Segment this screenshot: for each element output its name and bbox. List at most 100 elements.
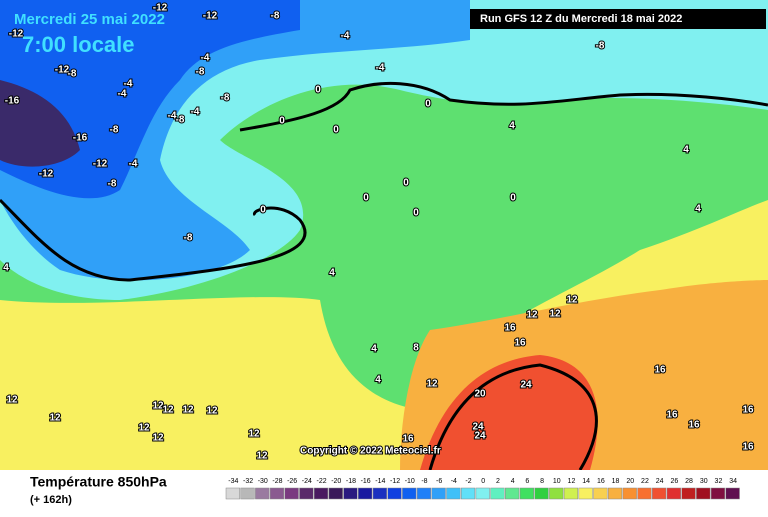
contour-label: 8	[413, 343, 419, 354]
legend-label: -24	[302, 478, 312, 485]
contour-label: 12	[549, 309, 561, 320]
legend-swatch	[284, 487, 299, 500]
contour-label: -12	[203, 11, 218, 22]
legend-swatch	[372, 487, 387, 500]
legend-swatch	[269, 487, 285, 500]
contour-label: -12	[153, 3, 168, 14]
legend-swatch	[578, 487, 593, 500]
legend-swatch	[652, 487, 667, 500]
contour-label: -16	[73, 133, 88, 144]
legend-label: 8	[540, 478, 544, 485]
legend-label: 26	[670, 478, 678, 485]
legend-swatch	[710, 487, 726, 500]
legend-label: -22	[316, 478, 326, 485]
legend-swatch	[313, 487, 329, 500]
zero-contour	[0, 82, 768, 282]
legend-label: -10	[405, 478, 415, 485]
contour-label: -4	[129, 159, 138, 170]
legend-label: -34	[228, 478, 238, 485]
legend-label: -30	[258, 478, 268, 485]
contour-label: 4	[3, 263, 9, 274]
lead-time: (+ 162h)	[30, 494, 72, 506]
legend-label: -28	[272, 478, 282, 485]
contour-label: -8	[196, 67, 205, 78]
contour-label: 16	[688, 420, 700, 431]
contour-label: -4	[341, 31, 350, 42]
contour-label: -4	[168, 111, 177, 122]
contour-label: 0	[363, 193, 369, 204]
legend-label: 6	[525, 478, 529, 485]
contour-label: -8	[184, 233, 193, 244]
legend-swatch	[475, 487, 490, 500]
contour-label: 12	[426, 379, 438, 390]
legend-swatch	[607, 487, 623, 500]
contour-label: -8	[221, 93, 230, 104]
contour-label: -12	[39, 169, 54, 180]
contour-label: -4	[118, 89, 127, 100]
contour-label: 12	[206, 406, 218, 417]
contour-label: 16	[654, 365, 666, 376]
run-box	[470, 9, 766, 29]
contour-label: 16	[742, 442, 754, 453]
contour-label: 4	[509, 121, 515, 132]
very-cold-zone	[0, 80, 80, 167]
legend-label: -20	[331, 478, 341, 485]
legend-swatch	[725, 487, 740, 500]
legend-label: 28	[685, 478, 693, 485]
contour-label: 0	[315, 85, 321, 96]
legend-label: -14	[375, 478, 385, 485]
warm-contour	[428, 363, 598, 471]
contour-label: 12	[566, 295, 578, 306]
legend-label: -32	[243, 478, 253, 485]
legend-swatch	[549, 487, 564, 500]
contour-label: 12	[49, 413, 61, 424]
legend-swatch	[328, 487, 343, 500]
contour-label: 4	[329, 268, 335, 279]
contour-label: 12	[138, 423, 150, 434]
legend-swatch	[666, 487, 681, 500]
legend-label: -8	[421, 478, 427, 485]
legend-swatch	[519, 487, 534, 500]
legend-label: 2	[496, 478, 500, 485]
contour-label: 0	[279, 116, 285, 127]
contour-label: 12	[152, 433, 164, 444]
contour-label: 0	[260, 205, 266, 216]
legend-label: 4	[511, 478, 515, 485]
contour-label: 12	[526, 310, 538, 321]
legend-swatch	[299, 487, 314, 500]
contour-label: -8	[176, 115, 185, 126]
contour-label: 4	[371, 344, 377, 355]
legend-label: 12	[568, 478, 576, 485]
legend-label: 30	[700, 478, 708, 485]
contour-label: 12	[248, 429, 260, 440]
legend-label: 0	[481, 478, 485, 485]
contour-label: 24	[472, 422, 484, 433]
contour-label: 0	[403, 178, 409, 189]
contour-label: 16	[666, 410, 678, 421]
legend-label: 14	[582, 478, 590, 485]
legend-swatch	[358, 487, 373, 500]
legend-swatch	[343, 487, 358, 500]
contour-label: -12	[9, 29, 24, 40]
contour-label: -16	[5, 96, 20, 107]
legend-swatch	[387, 487, 402, 500]
legend-swatch	[637, 487, 652, 500]
contour-label: 20	[474, 389, 486, 400]
legend-swatch	[534, 487, 549, 500]
legend-swatch	[416, 487, 432, 500]
legend-swatch	[431, 487, 446, 500]
contour-label: 16	[402, 434, 414, 445]
hot-zone	[420, 355, 598, 470]
legend-label: 10	[553, 478, 561, 485]
contour-label: -4	[201, 53, 210, 64]
contour-label: 4	[375, 375, 381, 386]
date: Mercredi 25 mai 2022	[14, 11, 165, 28]
contour-label: -8	[596, 41, 605, 52]
contour-label: 16	[504, 323, 516, 334]
contour-label: -12	[93, 159, 108, 170]
contour-label: 24	[520, 380, 532, 391]
contour-label: -4	[376, 63, 385, 74]
contour-label: -8	[108, 179, 117, 190]
